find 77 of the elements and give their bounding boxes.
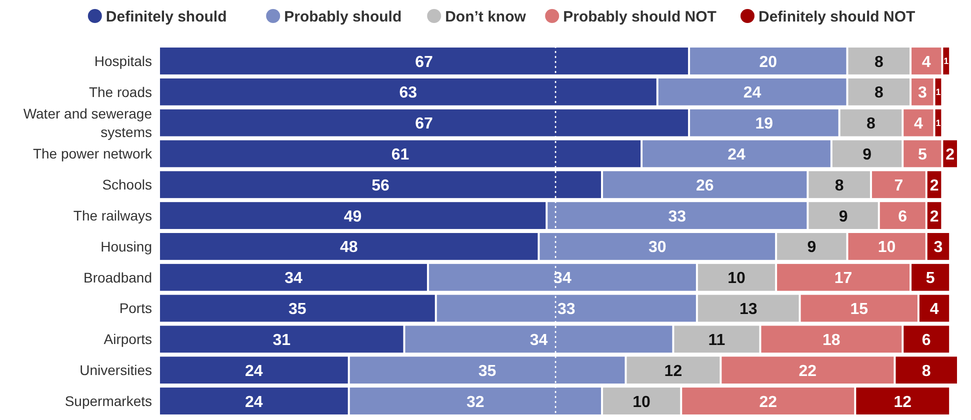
data-label: 4: [930, 301, 939, 318]
y-tick-label: Water and sewerage systems: [23, 106, 152, 140]
data-label: 10: [728, 270, 746, 288]
data-label: 32: [466, 394, 484, 411]
data-label: 4: [922, 54, 931, 71]
data-label: 13: [739, 301, 758, 318]
data-label: 24: [245, 394, 263, 411]
y-tick-label: Hospitals: [94, 52, 152, 69]
data-label: 10: [632, 394, 651, 411]
data-label: 1: [936, 118, 941, 128]
data-label: 2: [946, 146, 955, 164]
data-label: 18: [822, 332, 840, 349]
y-tick-label: Airports: [104, 331, 152, 348]
data-label: 8: [834, 177, 844, 194]
data-label: 5: [918, 146, 927, 164]
data-label: 2: [930, 177, 939, 194]
y-tick-label: Ports: [119, 300, 152, 316]
data-label: 6: [898, 208, 908, 226]
data-label: 11: [708, 332, 726, 349]
data-label: 22: [759, 394, 778, 411]
data-label: 20: [759, 54, 778, 71]
data-label: 33: [668, 208, 686, 226]
data-label: 34: [530, 332, 548, 349]
y-tick-label: Broadband: [83, 269, 152, 286]
data-label: 24: [245, 362, 263, 380]
data-label: 7: [894, 177, 904, 194]
data-label: 24: [728, 146, 746, 164]
data-label: 67: [415, 116, 434, 133]
data-label: 35: [288, 301, 306, 318]
y-tick-label: Supermarkets: [64, 392, 152, 409]
y-tick-label: Schools: [102, 176, 152, 193]
y-tick-label: Housing: [100, 238, 152, 254]
y-tick-label: The power network: [32, 146, 153, 162]
data-label: 17: [834, 270, 852, 288]
data-label: 9: [807, 239, 816, 256]
data-label: 12: [664, 362, 682, 380]
data-label: 49: [344, 208, 362, 226]
data-label: 6: [922, 332, 931, 349]
data-label: 2: [930, 208, 939, 226]
data-label: 12: [894, 394, 912, 411]
data-label: 10: [878, 239, 896, 256]
data-label: 9: [838, 208, 848, 226]
data-label: 34: [284, 270, 302, 288]
data-label: 8: [874, 54, 884, 71]
data-label: 1: [936, 87, 941, 98]
data-label: 5: [926, 270, 935, 288]
legend-label: Definitely should: [106, 8, 227, 26]
data-label: 33: [558, 301, 576, 318]
data-label: 19: [755, 116, 774, 133]
data-label: 1: [944, 56, 949, 66]
data-label: 26: [696, 177, 714, 194]
data-label: 48: [340, 239, 358, 256]
legend-label: Definitely should NOT: [758, 8, 916, 26]
data-label: 34: [554, 270, 572, 288]
data-label: 31: [272, 332, 291, 349]
data-label: 24: [743, 84, 762, 102]
legend-label: Probably should NOT: [563, 8, 716, 26]
data-label: 3: [934, 239, 943, 256]
y-tick-label: The railways: [73, 207, 152, 224]
data-label: 56: [372, 177, 390, 194]
data-label: 63: [399, 84, 418, 102]
y-tick-label: Universities: [80, 362, 152, 378]
y-tick-label: The roads: [88, 84, 152, 100]
data-label: 15: [850, 301, 868, 318]
data-label: 35: [478, 362, 496, 380]
data-label: 3: [918, 84, 927, 102]
data-label: 22: [798, 362, 817, 380]
data-label: 8: [866, 116, 876, 133]
data-label: 61: [391, 146, 410, 164]
legend-label: Probably should: [284, 8, 402, 26]
data-label: 30: [648, 239, 666, 256]
legend-label: Don’t know: [445, 8, 526, 26]
data-label: 67: [415, 54, 434, 71]
data-label: 4: [914, 116, 923, 133]
data-label: 8: [922, 362, 931, 380]
data-label: 9: [862, 146, 872, 164]
data-label: 8: [874, 84, 884, 102]
